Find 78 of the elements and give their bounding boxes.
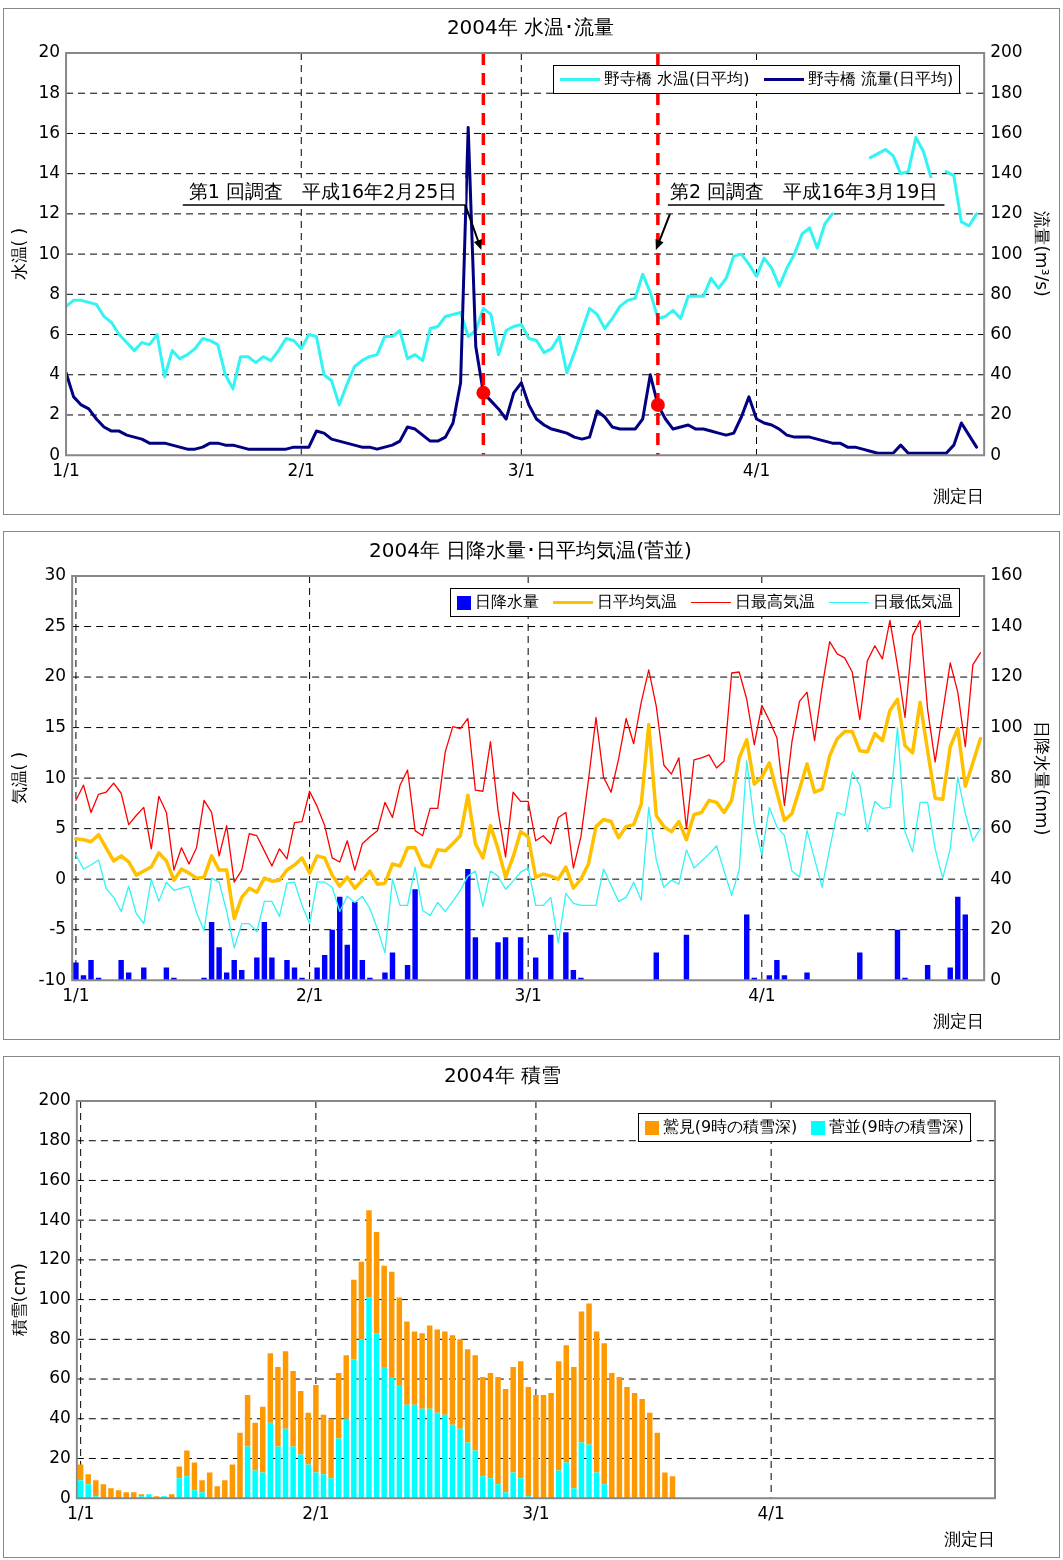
y-tick-label: 140 bbox=[38, 1208, 71, 1229]
legend-label: 日降水量 bbox=[475, 592, 540, 613]
x-tick-label: 3/1 bbox=[514, 984, 542, 1005]
y2-axis-title: 日降水量(mm) bbox=[1032, 720, 1053, 836]
y-tick-label: 20 bbox=[49, 1446, 71, 1467]
legend-label: 鷲見(9時の積雪深) bbox=[662, 1117, 798, 1138]
y-tick-label: 8 bbox=[49, 282, 61, 303]
y-tick-label: 160 bbox=[38, 1168, 71, 1189]
legend-label: 菅並(9時の積雪深) bbox=[829, 1117, 964, 1138]
y2-tick-label: 200 bbox=[990, 41, 1023, 62]
x-axis-title: 測定日 bbox=[933, 1011, 985, 1032]
y-tick-label: 100 bbox=[38, 1288, 71, 1309]
y-tick-label: 120 bbox=[38, 1248, 71, 1269]
y-tick-label: 5 bbox=[55, 817, 67, 838]
x-tick-label: 4/1 bbox=[742, 459, 771, 480]
y-tick-label: 10 bbox=[44, 766, 67, 787]
x-tick-label: 2/1 bbox=[302, 1502, 330, 1523]
y2-tick-label: 80 bbox=[990, 766, 1012, 787]
y-axis-title: 気温( ) bbox=[8, 751, 29, 805]
x-tick-label: 2/1 bbox=[287, 459, 315, 480]
chart-title: 2004年 水温･流量 bbox=[446, 15, 615, 40]
y2-tick-label: 120 bbox=[990, 665, 1023, 686]
chart-title: 2004年 日降水量･日平均気温(菅並) bbox=[369, 538, 692, 563]
y2-tick-label: 60 bbox=[990, 322, 1012, 343]
legend-label: 野寺橋 水温(日平均) bbox=[604, 69, 750, 90]
y2-axis-title: 流量(m³/s) bbox=[1032, 211, 1053, 297]
legend-label: 日最高気温 bbox=[735, 592, 816, 613]
y2-tick-label: 160 bbox=[990, 121, 1023, 142]
y2-tick-label: 60 bbox=[990, 817, 1012, 838]
x-axis-title: 測定日 bbox=[944, 1529, 995, 1550]
y-tick-label: 200 bbox=[38, 1089, 71, 1110]
y-tick-label: 30 bbox=[44, 564, 67, 585]
y2-tick-label: 20 bbox=[990, 918, 1012, 939]
x-tick-label: 2/1 bbox=[295, 984, 324, 1005]
y2-tick-label: 40 bbox=[990, 867, 1012, 888]
y-axis-title: 積雪(cm) bbox=[8, 1263, 29, 1337]
y-tick-label: 180 bbox=[38, 1129, 71, 1150]
y-tick-label: 12 bbox=[38, 202, 61, 223]
y-tick-label: 0 bbox=[55, 867, 67, 888]
annotation: 第1 回調査 平成16年2月25日 bbox=[188, 180, 458, 203]
y2-tick-label: 100 bbox=[990, 242, 1023, 263]
legend-label: 野寺橋 流量(日平均) bbox=[807, 69, 954, 90]
legend-label: 日最低気温 bbox=[873, 592, 954, 613]
y-tick-label: 6 bbox=[49, 322, 61, 343]
y-tick-label: 18 bbox=[38, 81, 61, 102]
y-tick-label: 20 bbox=[44, 665, 67, 686]
x-axis-title: 測定日 bbox=[933, 486, 985, 507]
y2-tick-label: 140 bbox=[990, 162, 1023, 183]
y-axis-title: 水温( ) bbox=[8, 227, 29, 281]
y2-tick-label: 0 bbox=[990, 443, 1001, 464]
y-tick-label: 15 bbox=[44, 716, 67, 736]
y2-tick-label: 0 bbox=[990, 968, 1001, 989]
y-tick-label: 40 bbox=[49, 1407, 71, 1428]
x-tick-label: 4/1 bbox=[748, 984, 776, 1005]
y2-tick-label: 80 bbox=[990, 282, 1012, 303]
y-tick-label: -5 bbox=[49, 918, 67, 939]
y-tick-label: 10 bbox=[38, 242, 61, 263]
y-tick-label: 80 bbox=[49, 1327, 71, 1348]
y-tick-label: 20 bbox=[38, 41, 61, 62]
y2-tick-label: 40 bbox=[990, 363, 1012, 384]
x-tick-label: 3/1 bbox=[522, 1502, 550, 1523]
y2-tick-label: 140 bbox=[990, 614, 1023, 635]
y2-tick-label: 180 bbox=[990, 81, 1023, 102]
legend-label: 日平均気温 bbox=[597, 592, 678, 613]
chart-title: 2004年 積雪 bbox=[443, 1063, 562, 1088]
y2-tick-label: 160 bbox=[990, 564, 1023, 585]
y-tick-label: 2 bbox=[49, 403, 61, 424]
x-tick-label: 3/1 bbox=[507, 459, 535, 480]
y2-tick-label: 100 bbox=[990, 716, 1023, 736]
x-tick-label: 4/1 bbox=[757, 1502, 785, 1523]
y2-tick-label: 120 bbox=[990, 202, 1023, 223]
y-tick-label: 4 bbox=[49, 363, 61, 384]
y2-tick-label: 20 bbox=[990, 403, 1012, 424]
y-tick-label: 25 bbox=[44, 614, 67, 635]
y-tick-label: 14 bbox=[38, 162, 61, 183]
y-tick-label: 60 bbox=[49, 1367, 71, 1388]
annotation: 第2 回調査 平成16年3月19日 bbox=[669, 180, 939, 203]
y-tick-label: 16 bbox=[38, 121, 61, 142]
